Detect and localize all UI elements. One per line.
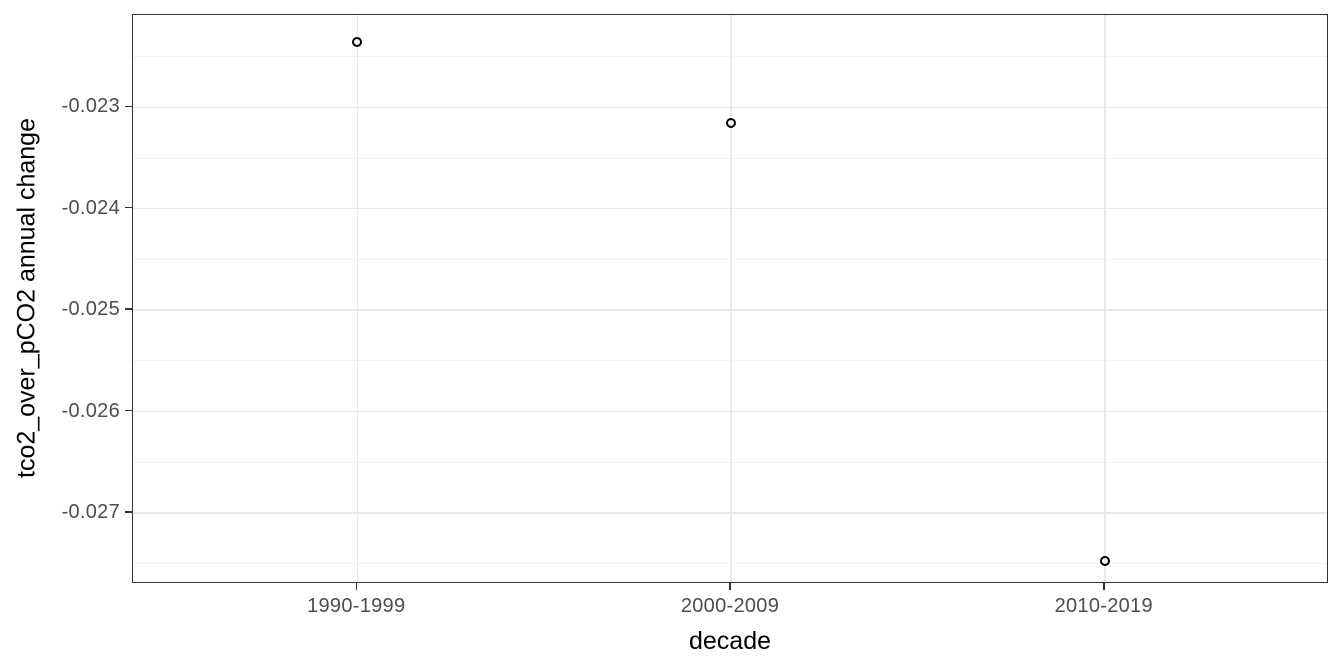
x-tick [1103, 583, 1105, 590]
x-axis-title: decade [688, 627, 772, 655]
y-minor-gridline [133, 56, 1327, 58]
y-tick [125, 206, 132, 209]
y-minor-gridline [133, 258, 1327, 260]
data-point-2000-2009 [726, 117, 736, 128]
y-major-gridline [133, 512, 1327, 514]
y-tick-label: -0.023 [61, 95, 120, 118]
x-tick [729, 583, 731, 590]
y-major-gridline [133, 207, 1327, 210]
x-tick [355, 583, 357, 590]
points-layer [133, 15, 1327, 582]
y-tick [125, 105, 132, 108]
x-major-gridline [1104, 15, 1106, 582]
y-tick-label: -0.025 [61, 298, 120, 321]
y-tick [125, 308, 132, 310]
plot-panel [132, 14, 1328, 583]
y-major-gridline [133, 106, 1327, 109]
y-minor-gridline [133, 360, 1327, 362]
data-point-2010-2019 [1099, 555, 1110, 566]
x-tick-label: 2000-2009 [680, 595, 780, 617]
y-axis-title: tco2_over_pCO2 annual change [12, 118, 41, 478]
y-minor-gridline [133, 157, 1327, 159]
y-tick [125, 409, 132, 412]
x-major-gridline [356, 15, 358, 582]
x-tick-label: 1990-1999 [307, 595, 406, 617]
x-major-gridline [730, 15, 732, 582]
y-major-gridline [133, 309, 1327, 311]
gridlines-layer [133, 15, 1327, 582]
y-tick [125, 511, 132, 513]
y-tick-label: -0.026 [61, 399, 120, 422]
data-point-1990-1999 [352, 37, 363, 48]
y-tick-label: -0.027 [61, 501, 120, 523]
y-tick-label: -0.024 [61, 196, 120, 219]
x-tick-label: 2010-2019 [1054, 595, 1153, 617]
y-minor-gridline [133, 563, 1327, 565]
y-minor-gridline [133, 461, 1327, 463]
y-major-gridline [133, 410, 1327, 413]
